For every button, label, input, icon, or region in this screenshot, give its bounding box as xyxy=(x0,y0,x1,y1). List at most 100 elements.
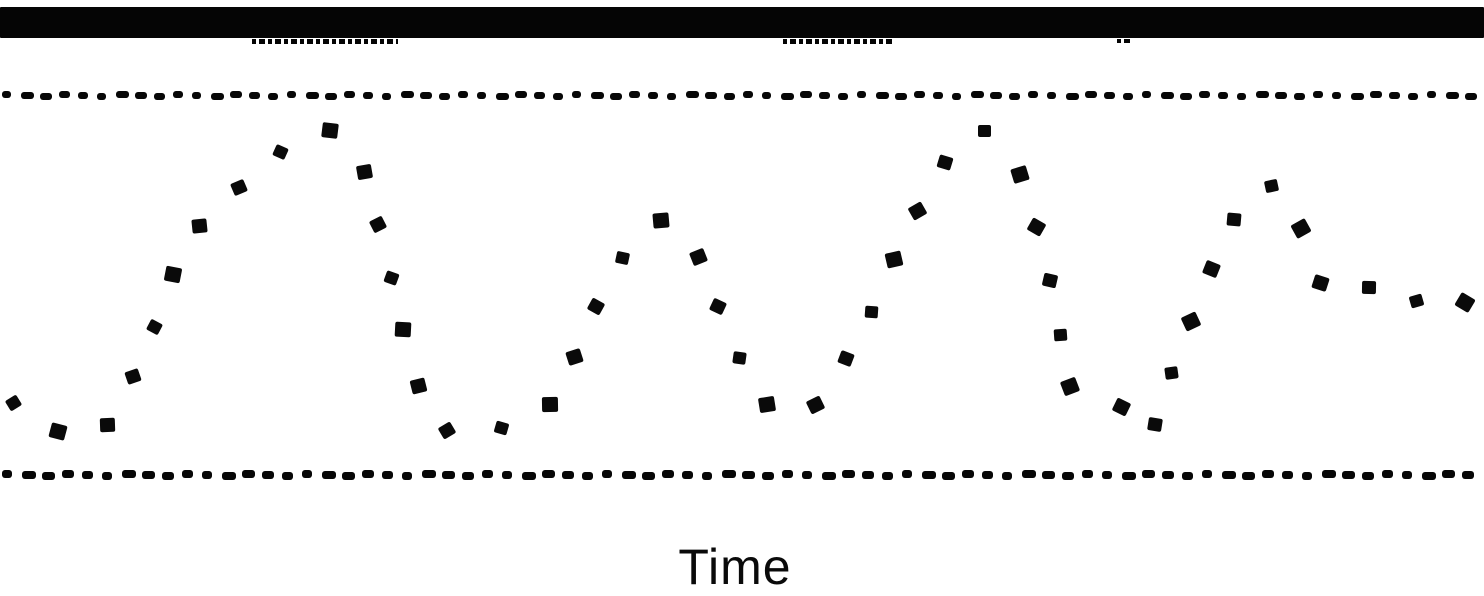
boundary-dash xyxy=(82,471,93,479)
curve-dot xyxy=(48,422,68,441)
boundary-dash xyxy=(1382,470,1393,478)
boundary-dash xyxy=(582,472,593,480)
boundary-dash xyxy=(211,92,224,100)
boundary-dash xyxy=(642,472,655,480)
boundary-dash xyxy=(742,471,755,479)
boundary-dash xyxy=(462,472,474,480)
boundary-dash xyxy=(40,92,52,100)
curve-dot xyxy=(805,394,825,415)
x-axis-label: Time xyxy=(678,539,792,595)
boundary-dash xyxy=(1422,472,1436,480)
boundary-dash xyxy=(302,470,312,478)
boundary-dash xyxy=(1142,470,1155,478)
curve-dot xyxy=(977,124,991,137)
text-fragment xyxy=(252,39,398,44)
curve-dot xyxy=(4,393,22,412)
boundary-dash xyxy=(862,471,874,479)
boundary-dash xyxy=(154,92,165,100)
boundary-dash xyxy=(1002,472,1012,480)
boundary-dash xyxy=(62,470,74,478)
boundary-dash xyxy=(1282,471,1293,479)
boundary-dash xyxy=(192,91,201,99)
boundary-dash xyxy=(622,471,636,479)
boundary-dash xyxy=(933,91,943,99)
boundary-dash xyxy=(962,470,974,478)
boundary-dash xyxy=(1042,471,1055,479)
boundary-dash xyxy=(942,472,955,480)
boundary-dash xyxy=(242,470,255,478)
curve-dot xyxy=(1180,311,1202,332)
boundary-dash xyxy=(173,90,183,98)
curve-dot xyxy=(1147,416,1163,433)
curve-dot xyxy=(837,349,855,368)
boundary-dash xyxy=(282,472,293,480)
curve-dot xyxy=(936,154,954,171)
curve-dot xyxy=(1408,292,1424,309)
boundary-dash xyxy=(990,91,1002,99)
boundary-dash xyxy=(686,90,699,98)
boundary-dash xyxy=(562,471,574,479)
boundary-dash xyxy=(629,90,640,98)
curve-dot xyxy=(1263,178,1279,193)
boundary-dash xyxy=(876,91,889,99)
boundary-dash xyxy=(382,92,391,100)
boundary-dash xyxy=(682,471,693,479)
boundary-dash xyxy=(1123,92,1133,100)
boundary-dash xyxy=(420,91,432,99)
curve-dot xyxy=(1290,218,1312,239)
boundary-dash xyxy=(1465,92,1477,100)
boundary-dash xyxy=(342,472,355,480)
curve-dot xyxy=(1059,376,1081,397)
boundary-dash xyxy=(482,470,493,478)
boundary-dash xyxy=(1122,472,1136,480)
boundary-dash xyxy=(542,470,555,478)
boundary-dash xyxy=(162,472,174,480)
boundary-dash xyxy=(22,471,36,479)
boundary-dash xyxy=(1222,471,1236,479)
boundary-dash xyxy=(2,90,11,98)
boundary-dash xyxy=(268,92,278,100)
curve-dot xyxy=(145,318,163,335)
boundary-dash xyxy=(262,471,274,479)
boundary-dash xyxy=(1180,92,1192,100)
curve-dot xyxy=(586,297,606,316)
boundary-dash xyxy=(1009,92,1020,100)
curve-dot xyxy=(1361,280,1377,295)
redacted-title-bar xyxy=(0,7,1484,38)
curve-dot xyxy=(124,368,142,385)
boundary-dash xyxy=(402,472,412,480)
boundary-dash xyxy=(59,90,70,98)
boundary-dash xyxy=(534,91,545,99)
boundary-dash xyxy=(743,90,753,98)
boundary-dash xyxy=(1294,92,1305,100)
curve-dot xyxy=(1041,272,1059,289)
boundary-dash xyxy=(1199,90,1210,98)
boundary-dash xyxy=(1218,91,1228,99)
boundary-dash xyxy=(662,470,674,478)
boundary-dash xyxy=(800,90,812,98)
boundary-dash xyxy=(458,90,468,98)
boundary-dash xyxy=(1351,92,1364,100)
boundary-dash xyxy=(667,92,676,100)
boundary-dash xyxy=(21,91,34,99)
boundary-dash xyxy=(442,471,455,479)
boundary-dash xyxy=(1446,91,1459,99)
boundary-dash xyxy=(1427,90,1436,98)
curve-dot xyxy=(1310,273,1330,292)
curve-dot xyxy=(382,269,400,286)
boundary-dash xyxy=(1256,90,1269,98)
boundary-dash xyxy=(477,91,486,99)
curve-dot xyxy=(614,250,630,265)
boundary-dash xyxy=(1275,91,1287,99)
boundary-dash xyxy=(882,472,893,480)
curve-dot xyxy=(437,421,457,440)
boundary-dash xyxy=(802,471,812,479)
boundary-dash xyxy=(1028,90,1038,98)
boundary-dash xyxy=(1022,470,1036,478)
boundary-dash xyxy=(610,92,622,100)
curve-dot xyxy=(409,376,427,395)
boundary-dash xyxy=(1402,471,1412,479)
boundary-dash xyxy=(838,92,848,100)
boundary-dash xyxy=(1262,470,1274,478)
boundary-dash xyxy=(363,91,373,99)
